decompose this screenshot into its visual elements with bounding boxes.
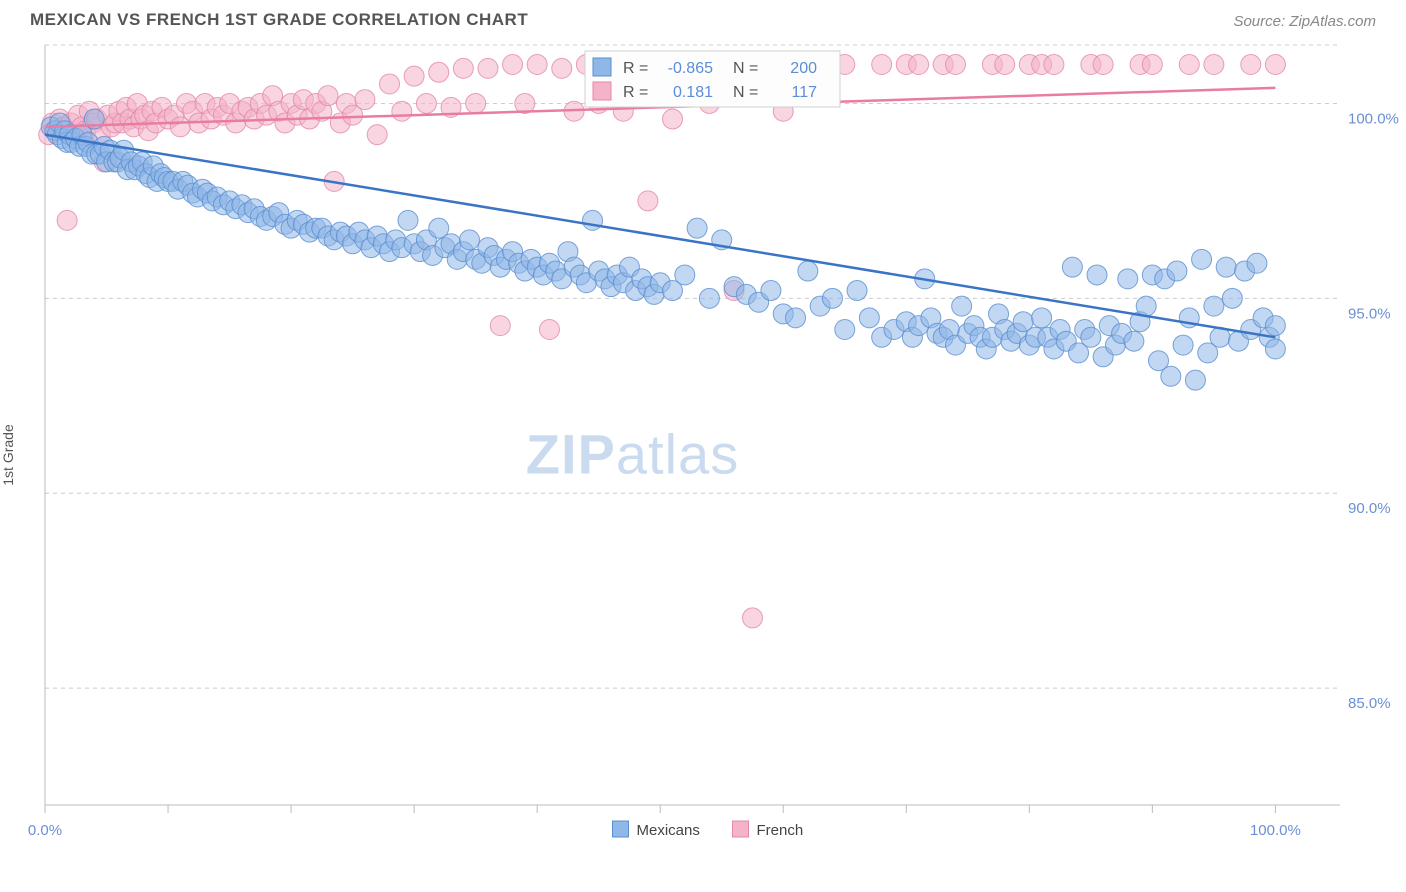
scatter-point — [429, 62, 449, 82]
scatter-point — [318, 86, 338, 106]
scatter-point — [687, 218, 707, 238]
scatter-point — [742, 608, 762, 628]
stat-swatch — [593, 82, 611, 100]
stat-n-label: N = — [733, 60, 758, 77]
scatter-point — [952, 296, 972, 316]
y-tick-label: 100.0% — [1348, 110, 1399, 127]
stat-r-value: 0.181 — [673, 84, 713, 101]
scatter-point — [1247, 253, 1267, 273]
scatter-point — [453, 58, 473, 78]
scatter-point — [1044, 54, 1064, 74]
scatter-point — [539, 320, 559, 340]
scatter-point — [583, 210, 603, 230]
scatter-point — [663, 109, 683, 129]
scatter-point — [1216, 257, 1236, 277]
scatter-point — [355, 90, 375, 110]
scatter-point — [404, 66, 424, 86]
scatter-point — [1185, 370, 1205, 390]
scatter-point — [761, 281, 781, 301]
chart-header: MEXICAN VS FRENCH 1ST GRADE CORRELATION … — [0, 0, 1406, 35]
stat-n-value: 200 — [790, 60, 817, 77]
scatter-point — [872, 54, 892, 74]
scatter-point — [1204, 296, 1224, 316]
y-axis-label: 1st Grade — [0, 424, 16, 485]
scatter-point — [1087, 265, 1107, 285]
scatter-point — [699, 288, 719, 308]
scatter-point — [490, 316, 510, 336]
scatter-point — [638, 191, 658, 211]
stat-box: R = -0.865 N = 200 R = 0.181 N = 117 — [585, 51, 840, 107]
y-tick-label: 85.0% — [1348, 695, 1391, 712]
stat-r-label: R = — [623, 84, 648, 101]
scatter-point — [1179, 54, 1199, 74]
stat-swatch — [593, 58, 611, 76]
scatter-point — [909, 54, 929, 74]
scatter-point — [1265, 54, 1285, 74]
scatter-point — [1204, 54, 1224, 74]
scatter-chart: 85.0% 90.0% 95.0% 100.0% ZIPatlas 0.0% 100.0% R… — [0, 35, 1406, 875]
scatter-point — [1136, 296, 1156, 316]
scatter-point — [367, 125, 387, 145]
legend-swatch — [733, 821, 749, 837]
scatter-point — [57, 210, 77, 230]
scatter-point — [859, 308, 879, 328]
scatter-point — [398, 210, 418, 230]
chart-source: Source: ZipAtlas.com — [1233, 13, 1376, 30]
watermark: ZIPatlas — [526, 423, 739, 486]
scatter-point — [822, 288, 842, 308]
scatter-point — [786, 308, 806, 328]
scatter-point — [1142, 54, 1162, 74]
plot-wrap: 1st Grade 85.0% 90.0% 95.0% 100.0% ZIPatlas 0… — [0, 35, 1406, 875]
scatter-point — [995, 54, 1015, 74]
scatter-point — [1161, 366, 1181, 386]
y-tick-label: 90.0% — [1348, 500, 1391, 517]
stat-r-label: R = — [623, 60, 648, 77]
scatter-point — [798, 261, 818, 281]
scatter-point — [416, 93, 436, 113]
scatter-point — [675, 265, 695, 285]
stat-n-label: N = — [733, 84, 758, 101]
scatter-point — [1167, 261, 1187, 281]
y-tick-label: 95.0% — [1348, 305, 1391, 322]
stat-n-value: 117 — [791, 84, 817, 101]
chart-title: MEXICAN VS FRENCH 1ST GRADE CORRELATION … — [30, 10, 528, 30]
scatter-point — [1265, 339, 1285, 359]
scatter-point — [945, 54, 965, 74]
stat-r-value: -0.865 — [668, 60, 713, 77]
scatter-point — [1118, 269, 1138, 289]
x-tick-label: 0.0% — [28, 822, 62, 839]
scatter-point — [1124, 331, 1144, 351]
scatter-point — [1093, 54, 1113, 74]
scatter-point — [1062, 257, 1082, 277]
x-tick-label: 100.0% — [1250, 822, 1301, 839]
scatter-point — [527, 54, 547, 74]
legend-label: French — [757, 822, 804, 839]
legend-label: Mexicans — [637, 822, 700, 839]
scatter-point — [478, 58, 498, 78]
scatter-point — [1173, 335, 1193, 355]
scatter-point — [459, 230, 479, 250]
scatter-point — [1032, 308, 1052, 328]
scatter-point — [552, 58, 572, 78]
scatter-point — [1222, 288, 1242, 308]
legend-bottom: Mexicans French — [613, 821, 804, 839]
scatter-point — [1192, 249, 1212, 269]
scatter-point — [380, 74, 400, 94]
scatter-point — [847, 281, 867, 301]
scatter-point — [466, 93, 486, 113]
legend-swatch — [613, 821, 629, 837]
scatter-point — [1265, 316, 1285, 336]
scatter-point — [1081, 327, 1101, 347]
scatter-point — [503, 54, 523, 74]
scatter-point — [392, 101, 412, 121]
scatter-point — [835, 320, 855, 340]
scatter-point — [1241, 54, 1261, 74]
trend-line-blue — [45, 135, 1275, 338]
